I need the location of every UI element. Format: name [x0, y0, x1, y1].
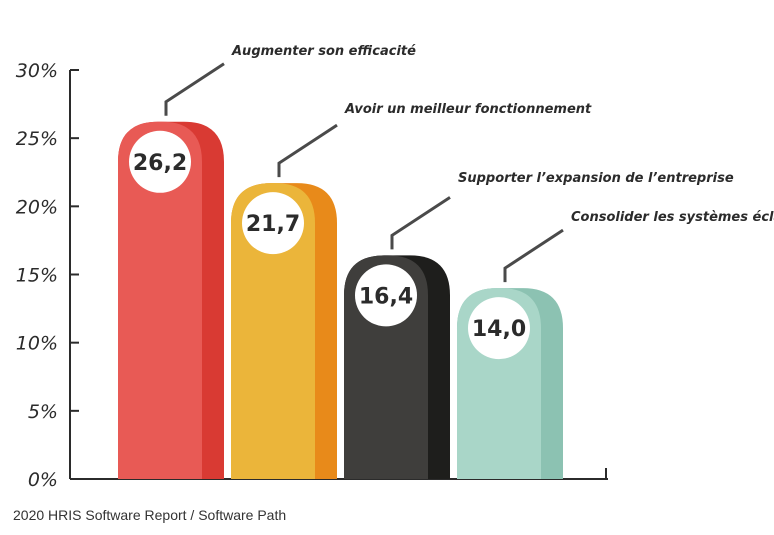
- bar-2: [231, 183, 337, 479]
- leader-line-2: [277, 123, 338, 178]
- y-tick-label-5: 5%: [28, 401, 58, 423]
- value-circle-4: [468, 297, 530, 360]
- leader-line-4: [503, 228, 564, 283]
- category-label-2: Avoir un meilleur fonctionnement: [344, 102, 592, 117]
- value-label-4: 14,0: [472, 317, 526, 342]
- y-tick-label-0: 0%: [28, 469, 58, 491]
- value-circle-2: [242, 192, 304, 255]
- y-tick-label-25: 25%: [16, 128, 58, 150]
- leader-line-3: [390, 196, 451, 250]
- bar-1: [118, 121, 224, 479]
- bar-1-face: [118, 121, 202, 479]
- leader-line-1: [164, 62, 225, 116]
- category-label-4: Consolider les systèmes éclatés: [571, 210, 774, 225]
- y-tick-label-15: 15%: [16, 265, 58, 287]
- category-label-3: Supporter l’expansion de l’entreprise: [458, 171, 734, 186]
- y-tick-label-20: 20%: [16, 196, 58, 218]
- bar-2-face: [231, 183, 315, 479]
- value-label-1: 26,2: [133, 151, 187, 176]
- y-tick-label-10: 10%: [16, 333, 58, 355]
- y-tick-label-30: 30%: [16, 60, 58, 82]
- value-circle-1: [129, 130, 191, 193]
- bar-chart: 0% 5% 10% 15% 20% 25% 30% 26,2 Augmenter son eff…: [16, 44, 774, 491]
- category-label-1: Augmenter son efficacité: [231, 44, 416, 59]
- value-label-3: 16,4: [359, 284, 413, 309]
- value-circle-3: [355, 264, 417, 327]
- value-label-2: 21,7: [246, 212, 300, 237]
- source-caption: 2020 HRIS Software Report / Software Pat…: [13, 507, 287, 523]
